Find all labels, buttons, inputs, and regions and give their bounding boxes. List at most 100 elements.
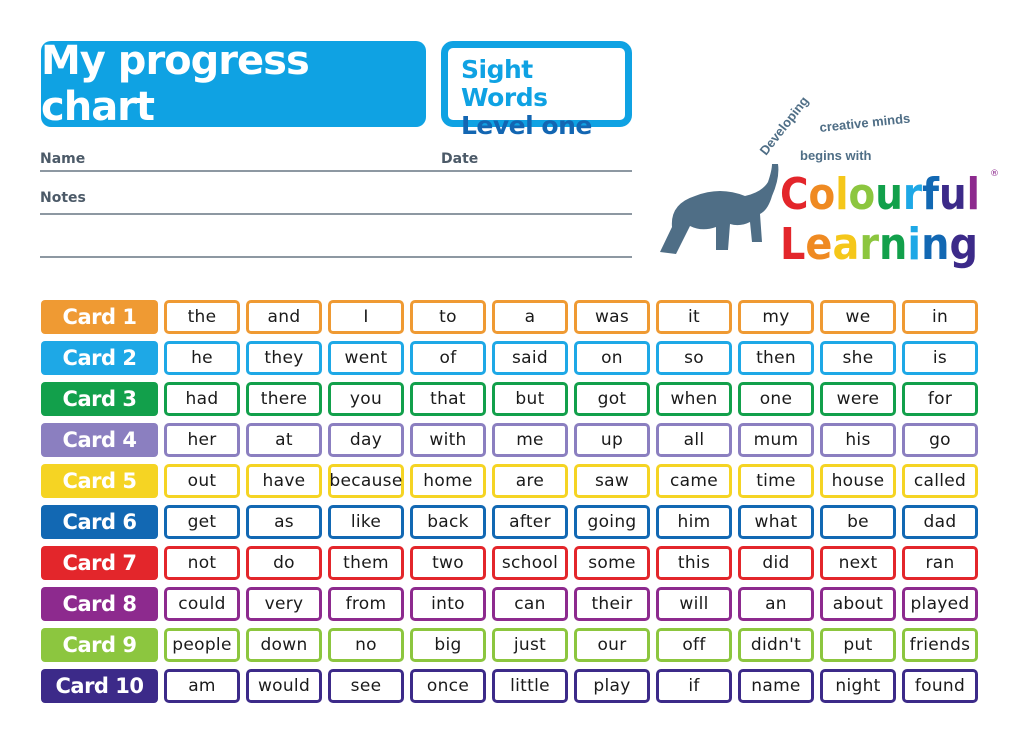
word-cell: as: [246, 505, 322, 539]
word-cell: after: [492, 505, 568, 539]
word-cell: their: [574, 587, 650, 621]
word-cell: no: [328, 628, 404, 662]
word-cell: saw: [574, 464, 650, 498]
word-cell: ran: [902, 546, 978, 580]
word-cell: get: [164, 505, 240, 539]
brand-letter: u: [939, 169, 967, 220]
word-cell: about: [820, 587, 896, 621]
word-cell: you: [328, 382, 404, 416]
word-cell: have: [246, 464, 322, 498]
notes-line-1[interactable]: [40, 213, 632, 215]
word-cell: just: [492, 628, 568, 662]
word-cell: be: [820, 505, 896, 539]
word-cell: didn't: [738, 628, 814, 662]
word-cell: do: [246, 546, 322, 580]
word-cell: did: [738, 546, 814, 580]
date-label: Date: [441, 151, 479, 167]
word-cell: an: [738, 587, 814, 621]
word-cell: the: [164, 300, 240, 334]
word-cell: had: [164, 382, 240, 416]
word-cell: little: [492, 669, 568, 703]
brand-letter: l: [967, 169, 980, 220]
word-cell: like: [328, 505, 404, 539]
word-cell: friends: [902, 628, 978, 662]
card-label: Card 5: [41, 464, 158, 498]
word-cell: out: [164, 464, 240, 498]
brand-letter: u: [875, 169, 903, 220]
word-cell: then: [738, 341, 814, 375]
word-cell: very: [246, 587, 322, 621]
word-cell: in: [902, 300, 978, 334]
word-cell: them: [328, 546, 404, 580]
brand-letter: C: [780, 169, 809, 220]
word-cell: down: [246, 628, 322, 662]
card-label: Card 10: [41, 669, 158, 703]
word-cell: she: [820, 341, 896, 375]
word-cell: so: [656, 341, 732, 375]
card-label: Card 6: [41, 505, 158, 539]
word-cell: going: [574, 505, 650, 539]
word-cell: will: [656, 587, 732, 621]
word-cell: I: [328, 300, 404, 334]
word-cell: said: [492, 341, 568, 375]
level-label: Level one: [461, 111, 592, 140]
brand-letter: o: [809, 169, 836, 220]
card-label: Card 8: [41, 587, 158, 621]
word-cell: played: [902, 587, 978, 621]
word-cell: am: [164, 669, 240, 703]
card-label: Card 4: [41, 423, 158, 457]
word-cell: dad: [902, 505, 978, 539]
word-cell: house: [820, 464, 896, 498]
brand-letter: L: [780, 219, 805, 270]
word-cell: they: [246, 341, 322, 375]
word-cell: if: [656, 669, 732, 703]
word-cell: a: [492, 300, 568, 334]
word-cell: two: [410, 546, 486, 580]
card-label: Card 1: [41, 300, 158, 334]
name-date-line[interactable]: [40, 170, 632, 172]
word-cell: we: [820, 300, 896, 334]
card-label: Card 2: [41, 341, 158, 375]
word-cell: see: [328, 669, 404, 703]
word-cell: with: [410, 423, 486, 457]
brand-letter: n: [921, 219, 949, 270]
level-badge: Sight Words Level one: [441, 41, 632, 140]
name-label: Name: [40, 151, 86, 167]
word-cell: not: [164, 546, 240, 580]
brand-learning: Learning: [780, 219, 978, 270]
card-label: Card 9: [41, 628, 158, 662]
word-cell: him: [656, 505, 732, 539]
card-label: Card 3: [41, 382, 158, 416]
word-cell: that: [410, 382, 486, 416]
word-cell: her: [164, 423, 240, 457]
word-cell: our: [574, 628, 650, 662]
brand-letter: l: [835, 169, 848, 220]
word-cell: go: [902, 423, 978, 457]
word-cell: it: [656, 300, 732, 334]
tagline-3: begins with: [800, 148, 872, 163]
word-cell: school: [492, 546, 568, 580]
word-cell: there: [246, 382, 322, 416]
tagline-2: creative minds: [819, 111, 911, 135]
word-cell: called: [902, 464, 978, 498]
brand-letter: e: [805, 219, 832, 270]
word-cell: can: [492, 587, 568, 621]
brand-letter: g: [949, 219, 978, 270]
brand-letter: r: [859, 219, 879, 270]
word-cell: day: [328, 423, 404, 457]
word-cell: once: [410, 669, 486, 703]
word-cell: big: [410, 628, 486, 662]
card-label: Card 7: [41, 546, 158, 580]
word-cell: mum: [738, 423, 814, 457]
brand-letter: o: [849, 169, 876, 220]
elephant-icon: [660, 164, 779, 254]
word-cell: put: [820, 628, 896, 662]
page-title: My progress chart: [41, 38, 426, 130]
word-cell: came: [656, 464, 732, 498]
word-cell: for: [902, 382, 978, 416]
word-cell: were: [820, 382, 896, 416]
brand-letter: a: [832, 219, 859, 270]
word-cell: me: [492, 423, 568, 457]
word-cell: my: [738, 300, 814, 334]
notes-line-2[interactable]: [40, 256, 632, 258]
